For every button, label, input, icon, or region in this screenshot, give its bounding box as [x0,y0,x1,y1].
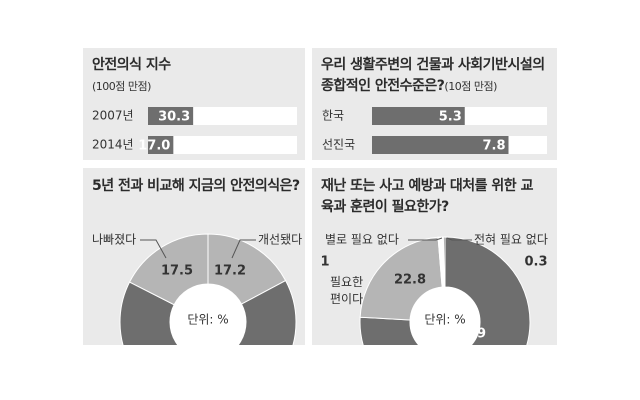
value-label: 1 [320,255,329,270]
value-label: 17.5 [161,264,193,279]
leader-line [408,237,443,241]
category-label: 2014년 [92,138,134,152]
category-label: 나빠졌다 [92,233,136,247]
chart-subtitle: (10점 만점) [444,80,497,93]
category-label: 개선됐다 [258,233,302,247]
label-line: 편이다 [330,292,363,306]
value-label: 17.2 [214,264,246,279]
chart-title-box: 5년 전과 비교해 지금의 안전의식은? [92,176,302,197]
chart-title-box: 우리 생활주변의 건물과 사회기반시설의 종합적인 안전수준은?(10점 만점) [321,55,553,97]
bar-track [148,136,297,154]
chart-title: 우리 생활주변의 건물과 사회기반시설의 종합적인 안전수준은? [321,57,545,94]
chart-title-box: 재난 또는 사고 예방과 대처를 위한 교육과 훈련이 필요한가? [321,176,536,218]
category-label: 2007년 [92,109,134,123]
value-label: 7.8 [482,139,505,154]
chart-subtitle: (100점 만점) [92,80,151,93]
leader-line [140,239,167,259]
value-label: 5.3 [439,110,462,125]
unit-label: 단위: % [187,313,228,327]
label-line: 필요한 [330,275,363,289]
value-label: 17.0 [138,139,170,154]
category-label: 한국 [322,109,344,123]
donut-hole [170,284,246,345]
donut-segment [119,279,297,345]
leader-line [446,237,472,241]
category-label: 별로 필요 없다 [325,233,399,247]
value-label: 30.3 [158,110,190,125]
donut-hole [410,287,480,345]
category-label: 선진국 [322,138,355,152]
bar [372,107,465,125]
chart-title: 안전의식 지수 [92,57,171,73]
value-label: 75.9 [454,327,486,342]
chart-title: 5년 전과 비교해 지금의 안전의식은? [92,178,300,194]
category-label: 전혀 필요 없다 [474,233,548,247]
bar [148,107,194,125]
value-label: 22.8 [394,273,426,288]
donut-group: 단위: %75.9 22.8 1 0.3 [320,236,548,345]
unit-label: 단위: % [424,313,465,327]
chart-title: 재난 또는 사고 예방과 대처를 위한 교육과 훈련이 필요한가? [321,178,533,215]
donut-group: 단위: % 17.2 17.5 [119,233,297,345]
bar [372,136,509,154]
chart-title-box: 안전의식 지수 (100점 만점) [92,55,297,97]
leader-line [231,239,256,259]
value-label: 0.3 [524,255,547,270]
bar [148,136,174,154]
